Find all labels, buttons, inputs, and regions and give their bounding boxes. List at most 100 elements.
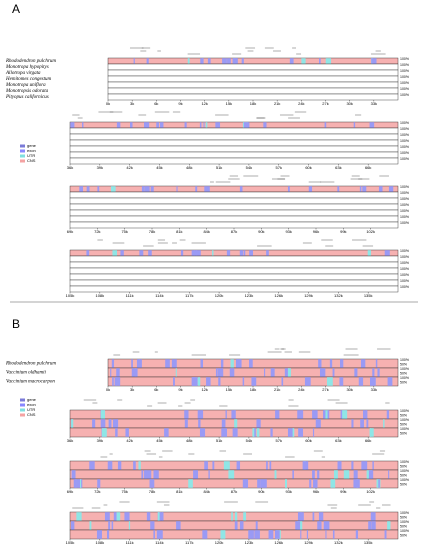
tick-label: 93k [285,229,291,234]
exon-region [212,461,215,470]
percent-label: 100% [400,367,409,371]
exon-region [161,512,164,521]
tick-label: 24k [298,387,304,392]
exon-region [199,122,202,128]
exon-region [116,512,121,521]
exon-region [202,530,208,539]
exon-region [387,521,391,530]
percent-label: 100% [400,267,409,271]
exon-region [388,186,394,192]
exon-region [292,470,294,479]
percent-label: 100% [400,285,409,289]
track [69,157,399,165]
track [69,267,399,275]
exon-region [159,512,161,521]
percent-label: 100% [400,376,409,380]
exon-region [324,122,327,128]
exon-region [302,461,309,470]
track [69,203,399,211]
exon-region [257,479,261,488]
exon-region [184,410,189,419]
panel-label: B [12,317,20,331]
percent-label: 50% [400,413,407,417]
track [107,358,399,369]
exon-region [111,521,114,530]
exon-region [150,521,155,530]
species-label: Hemitomes congestum [5,77,52,82]
exon-region [354,368,358,377]
tick-label: 54k [246,438,252,443]
tick-label: 114k [155,540,163,545]
track [69,151,399,159]
exon-region [260,479,267,488]
percent-label: 100% [400,209,409,213]
percent-label: 100% [400,157,409,161]
exon-region [234,521,237,530]
tick-label: 69k [67,489,73,494]
percent-label: 50% [400,380,407,384]
legend-swatch [20,413,25,417]
tick-label: 39k [97,165,103,170]
panel-label: A [12,2,20,16]
exon-region [317,470,320,479]
tick-label: 45k [156,438,162,443]
exon-region [71,470,76,479]
percent-label: 100% [400,215,409,219]
tick-label: 126k [274,293,283,298]
tick-label: 114k [155,293,163,298]
exon-region [146,512,151,521]
exon-region [366,419,369,428]
exon-region [101,428,107,437]
exon-region [337,186,340,192]
legend-swatch [20,398,25,402]
exon-region [76,479,83,488]
exon-region [323,410,329,419]
tick-label: 60k [305,165,311,170]
exon-region [318,512,324,521]
exon-region [221,419,226,428]
exon-region [368,470,374,479]
exon-region [232,58,236,64]
exon-region [268,530,274,539]
percent-label: 100% [400,127,409,131]
exon-region [171,359,177,368]
percent-label: 50% [400,515,407,519]
exon-region [231,410,236,419]
exon-region [221,428,227,437]
percent-label: 100% [400,221,409,225]
exon-region [203,122,205,128]
track [69,215,399,223]
tick-label: 99k [340,489,346,494]
exon-region [89,521,92,530]
exon-region [75,479,77,488]
exon-region [150,186,154,192]
exon-region [304,377,311,386]
track [107,57,399,65]
percent-label: 100% [400,273,409,277]
percent-label: 100% [400,87,409,91]
exon-region [342,410,348,419]
exon-region [138,461,141,470]
tick-label: 18k [250,387,256,392]
tick-label: 108k [95,540,104,545]
exon-region [149,479,155,488]
exon-region [239,250,244,256]
species-label: Allotropa virgata [5,71,41,76]
track [69,139,399,147]
exon-region [287,368,289,377]
exon-region [318,359,322,368]
exon-region [242,479,249,488]
tick-label: 27k [322,387,328,392]
legend-swatch [20,408,25,412]
legend-label: gene [27,143,37,148]
exon-region [375,359,378,368]
exon-region [340,359,344,368]
track [69,127,399,135]
species-label: Vaccinium oldhamii [6,371,46,376]
exon-region [251,377,257,386]
tick-label: 126k [274,540,283,545]
tick-label: 78k [149,229,155,234]
tick-label: 84k [203,489,209,494]
exon-region [117,461,122,470]
